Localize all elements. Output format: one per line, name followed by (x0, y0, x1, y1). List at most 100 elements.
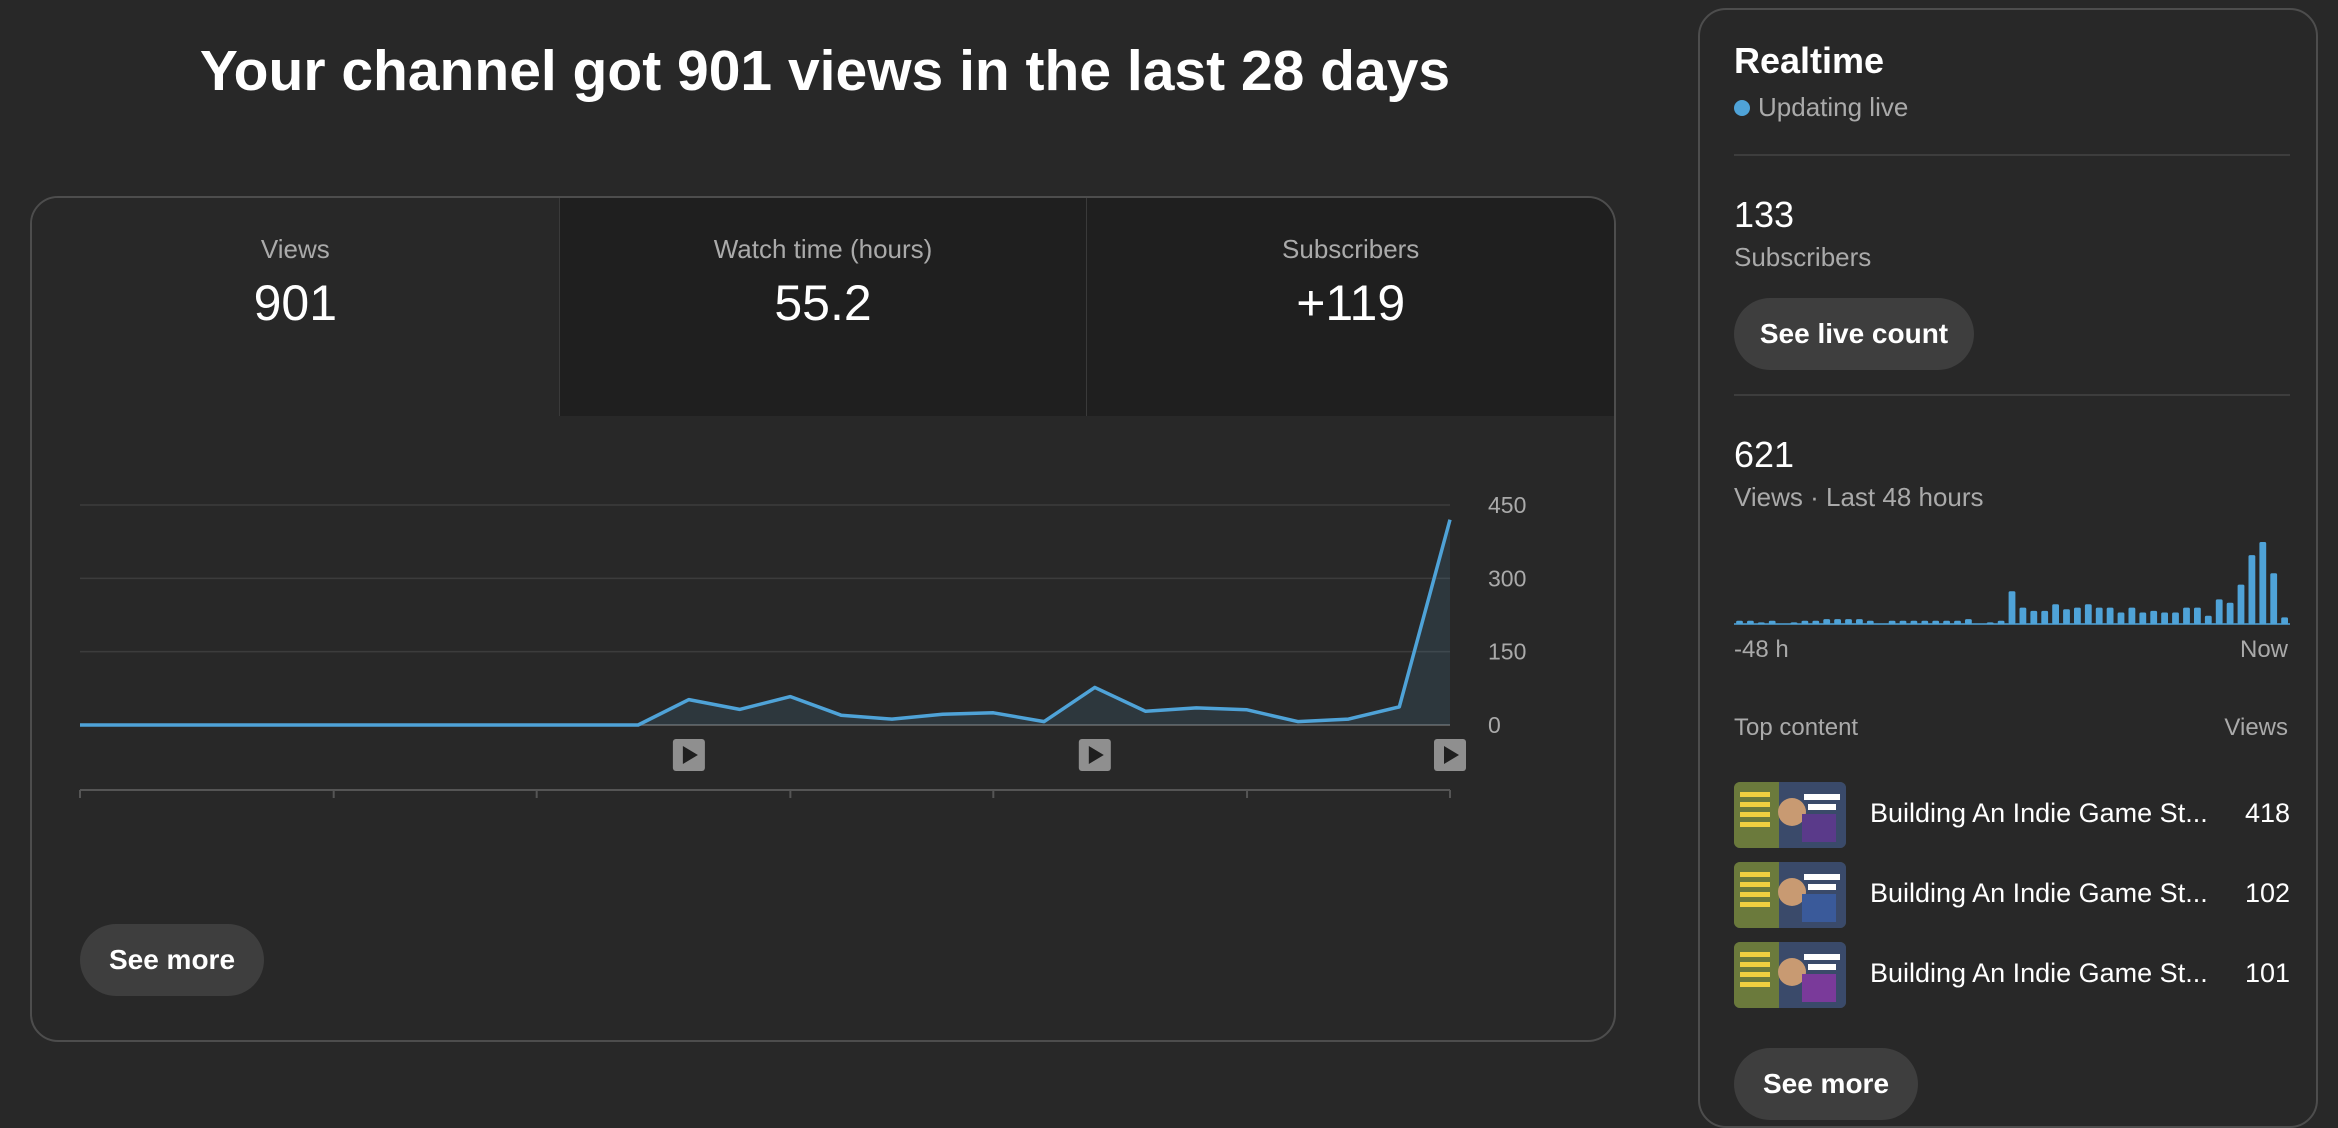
video-thumbnail[interactable] (1734, 862, 1846, 928)
video-title[interactable]: Building An Indie Game St... (1870, 958, 2208, 988)
realtime-bar[interactable] (2019, 607, 2027, 624)
x-tick-label: 9 Jan 2026 (733, 811, 847, 816)
realtime-bar[interactable] (2150, 610, 2158, 624)
top-content-item[interactable]: Building An Indie Game St... 101 (1734, 942, 2290, 1008)
tab-watch-time[interactable]: Watch time (hours) 55.2 (558, 198, 1087, 416)
tab-views[interactable]: Views 901 (32, 198, 559, 416)
overview-card: Views 901 Watch time (hours) 55.2 Subscr… (30, 196, 1616, 1042)
realtime-bar[interactable] (2215, 599, 2223, 624)
video-published-play-icon[interactable] (672, 739, 705, 771)
x-tick-label: 31 Dec 2025 (268, 811, 398, 816)
realtime-bar[interactable] (1866, 620, 1874, 624)
realtime-subscribers-label: Subscribers (1734, 242, 1872, 272)
live-label: Updating live (1758, 92, 1909, 122)
divider (1734, 394, 2290, 396)
realtime-views-value: 621 (1734, 434, 1795, 475)
tab-watch-time-value: 55.2 (774, 275, 872, 331)
tab-watch-time-label: Watch time (hours) (713, 234, 933, 264)
bars-end-label: Now (2239, 636, 2288, 663)
realtime-bar[interactable] (1845, 619, 1852, 624)
realtime-bar[interactable] (2270, 573, 2278, 624)
realtime-bar[interactable] (1986, 622, 1994, 624)
live-dot-icon (1734, 99, 1750, 116)
realtime-views-bar-chart (1734, 542, 2290, 625)
realtime-bar[interactable] (2074, 607, 2081, 624)
metric-tabs: Views 901 Watch time (hours) 55.2 Subscr… (32, 198, 1614, 416)
realtime-bar[interactable] (2248, 555, 2256, 624)
realtime-bar[interactable] (1834, 619, 1841, 624)
views-line-chart: 450 300 150 0 26 Dec 2... 31 Dec 2025 4 Jan 2… (79, 492, 1526, 816)
video-title[interactable]: Building An Indie Game St... (1870, 878, 2208, 908)
realtime-bar[interactable] (1921, 620, 1929, 624)
realtime-bar[interactable] (1997, 620, 2005, 624)
realtime-bar[interactable] (2139, 612, 2147, 625)
x-tick-label: 13 Jan 2026 (930, 811, 1057, 816)
x-tick-label: 22 Jan... (1362, 811, 1450, 816)
top-content-views-label: Views (2224, 714, 2288, 741)
top-content-item[interactable]: Building An Indie Game St... 418 (1734, 782, 2290, 848)
realtime-bar[interactable] (2172, 612, 2179, 625)
realtime-bar[interactable] (1812, 620, 1820, 624)
realtime-bar[interactable] (2128, 607, 2136, 624)
realtime-bar[interactable] (1943, 620, 1950, 624)
realtime-bar[interactable] (2204, 615, 2212, 624)
realtime-bar[interactable] (1823, 619, 1831, 624)
realtime-bar[interactable] (2030, 610, 2038, 624)
realtime-bar[interactable] (2117, 612, 2125, 625)
realtime-bar[interactable] (1965, 619, 1972, 624)
realtime-bar[interactable] (1736, 620, 1743, 624)
video-thumbnail[interactable] (1734, 782, 1846, 848)
top-content-item[interactable]: Building An Indie Game St... 102 (1734, 862, 2290, 928)
realtime-bar[interactable] (1856, 619, 1863, 624)
realtime-bar[interactable] (1757, 622, 1765, 624)
video-views: 418 (2244, 798, 2290, 828)
y-tick-label: 300 (1488, 565, 1526, 591)
realtime-bar[interactable] (1910, 620, 1918, 624)
realtime-bar[interactable] (2226, 602, 2234, 624)
tab-subscribers[interactable]: Subscribers +119 (1086, 198, 1614, 416)
realtime-bar[interactable] (2237, 584, 2245, 624)
realtime-bar[interactable] (2063, 609, 2070, 624)
y-tick-label: 0 (1488, 712, 1501, 738)
realtime-bar[interactable] (2259, 542, 2267, 624)
see-live-count-button[interactable]: See live count (1734, 298, 1974, 370)
realtime-bar[interactable] (1768, 620, 1776, 624)
realtime-bar[interactable] (1747, 620, 1754, 624)
tab-views-label: Views (260, 234, 330, 264)
realtime-title: Realtime (1734, 40, 1885, 81)
video-published-play-icon[interactable] (1434, 739, 1466, 771)
realtime-panel: Realtime Updating live 133 Subscribers S… (1698, 8, 2318, 1128)
live-indicator: Updating live (1734, 92, 1908, 123)
video-thumbnail[interactable] (1734, 942, 1846, 1008)
realtime-bar[interactable] (2106, 607, 2114, 624)
bars-start-label: -48 h (1734, 636, 1789, 663)
realtime-bar[interactable] (1932, 620, 1940, 624)
divider (1734, 154, 2290, 156)
realtime-bar[interactable] (1899, 620, 1907, 624)
x-tick-label: 4 Jan 2026 (480, 811, 594, 816)
realtime-bar[interactable] (2041, 610, 2049, 624)
page-title: Your channel got 901 views in the last 2… (199, 39, 1451, 103)
views-series-line (80, 519, 1452, 727)
top-content-see-more-button[interactable]: See more (1734, 1048, 1918, 1120)
realtime-bar[interactable] (1790, 622, 1798, 624)
realtime-bar[interactable] (2052, 604, 2059, 624)
video-title[interactable]: Building An Indie Game St... (1870, 798, 2208, 828)
y-tick-label: 150 (1488, 639, 1526, 665)
realtime-bar[interactable] (2194, 607, 2201, 624)
realtime-bar[interactable] (2161, 612, 2168, 625)
views-area-fill (80, 519, 1450, 725)
see-more-button[interactable]: See more (80, 924, 264, 996)
realtime-bar[interactable] (2084, 604, 2092, 624)
realtime-bar[interactable] (1954, 620, 1961, 624)
realtime-bar[interactable] (2281, 617, 2288, 624)
realtime-bar[interactable] (1888, 620, 1896, 624)
video-views: 102 (2244, 878, 2290, 908)
video-views: 101 (2244, 958, 2290, 988)
realtime-bar[interactable] (2183, 607, 2190, 624)
x-tick-label: 26 Dec 2... (80, 811, 191, 816)
realtime-bar[interactable] (1801, 620, 1809, 624)
realtime-bar[interactable] (2095, 607, 2103, 624)
realtime-bar[interactable] (2008, 591, 2016, 624)
video-published-play-icon[interactable] (1078, 739, 1111, 771)
